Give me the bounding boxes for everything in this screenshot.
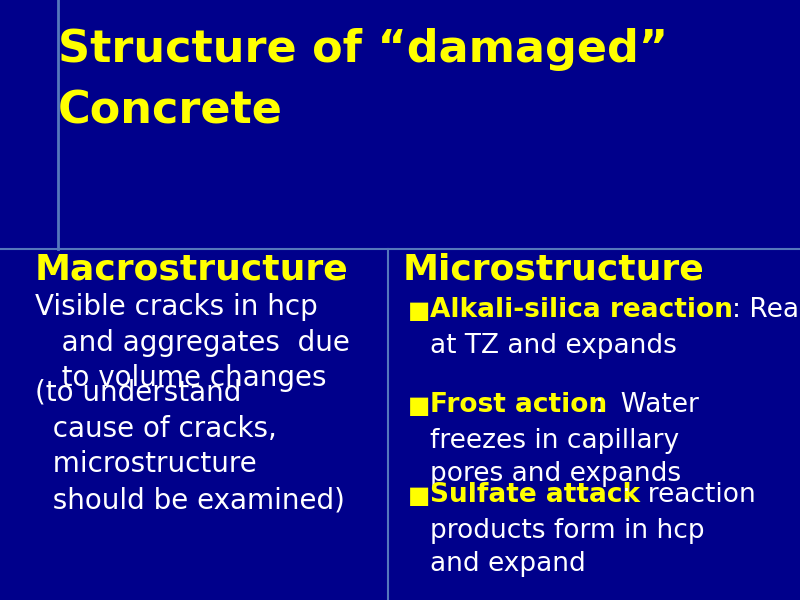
- Text: freezes in capillary
pores and expands: freezes in capillary pores and expands: [430, 428, 681, 487]
- Text: Visible cracks in hcp
   and aggregates  due
   to volume changes: Visible cracks in hcp and aggregates due…: [35, 293, 350, 392]
- Text: Alkali-silica reaction: Alkali-silica reaction: [430, 297, 733, 323]
- Text: Macrostructure: Macrostructure: [35, 253, 349, 287]
- Text: Frost action: Frost action: [430, 392, 607, 418]
- Text: :  Water: : Water: [594, 392, 698, 418]
- Text: Sulfate attack: Sulfate attack: [430, 482, 640, 508]
- Text: ■: ■: [408, 299, 430, 323]
- Text: (to understand
  cause of cracks,
  microstructure
  should be examined): (to understand cause of cracks, microstr…: [35, 379, 345, 514]
- Text: Structure of “damaged”: Structure of “damaged”: [58, 28, 668, 71]
- Text: ■: ■: [408, 394, 430, 418]
- Text: at TZ and expands: at TZ and expands: [430, 332, 677, 359]
- Text: Concrete: Concrete: [58, 90, 283, 133]
- Text: : Reaction product forms: : Reaction product forms: [732, 297, 800, 323]
- Text: :  reaction: : reaction: [622, 482, 756, 508]
- Text: products form in hcp
and expand: products form in hcp and expand: [430, 518, 705, 577]
- Text: ■: ■: [408, 484, 430, 508]
- Text: Microstructure: Microstructure: [403, 253, 705, 287]
